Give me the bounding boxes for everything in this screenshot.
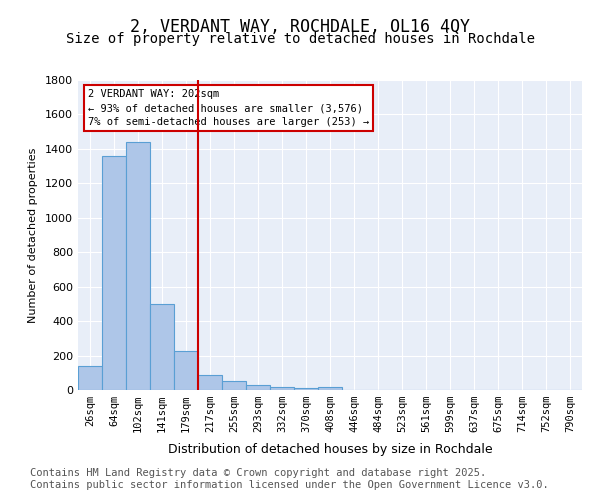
Bar <box>126 142 150 390</box>
Bar <box>150 304 174 390</box>
Text: 2 VERDANT WAY: 202sqm
← 93% of detached houses are smaller (3,576)
7% of semi-de: 2 VERDANT WAY: 202sqm ← 93% of detached … <box>88 90 370 128</box>
Bar <box>270 387 294 390</box>
Bar <box>78 366 102 390</box>
Y-axis label: Number of detached properties: Number of detached properties <box>28 148 38 322</box>
Bar <box>318 387 342 390</box>
Bar <box>198 374 222 390</box>
Bar <box>294 388 318 390</box>
Text: 2, VERDANT WAY, ROCHDALE, OL16 4QY: 2, VERDANT WAY, ROCHDALE, OL16 4QY <box>130 18 470 36</box>
X-axis label: Distribution of detached houses by size in Rochdale: Distribution of detached houses by size … <box>167 444 493 456</box>
Text: Contains HM Land Registry data © Crown copyright and database right 2025.
Contai: Contains HM Land Registry data © Crown c… <box>30 468 549 490</box>
Bar <box>174 351 198 390</box>
Bar <box>222 380 246 390</box>
Bar <box>246 385 270 390</box>
Bar <box>102 156 126 390</box>
Text: Size of property relative to detached houses in Rochdale: Size of property relative to detached ho… <box>65 32 535 46</box>
